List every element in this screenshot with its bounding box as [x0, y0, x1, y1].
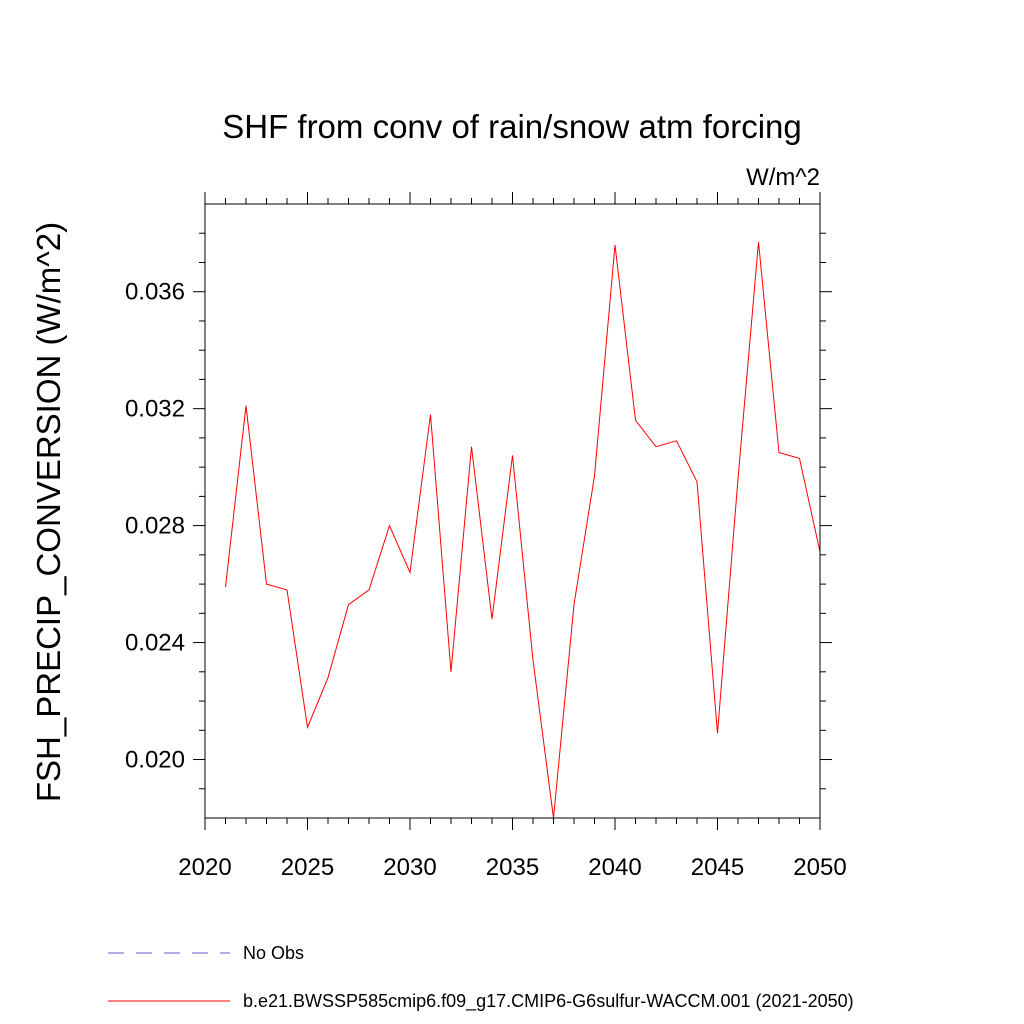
x-tick-label: 2020 — [178, 854, 231, 881]
x-tick-labels: 2020 2025 2030 2035 2040 2045 2050 — [178, 854, 846, 881]
y-tick-label: 0.020 — [125, 747, 185, 774]
units-label: W/m^2 — [746, 164, 820, 191]
series-line — [225, 241, 821, 819]
y-tick-labels: 0.020 0.024 0.028 0.032 0.036 — [125, 279, 185, 774]
x-tick-label: 2035 — [486, 854, 539, 881]
chart-title: SHF from conv of rain/snow atm forcing — [222, 108, 802, 145]
y-tick-label: 0.028 — [125, 513, 185, 540]
legend-label-model: b.e21.BWSSP585cmip6.f09_g17.CMIP6-G6sulf… — [243, 991, 854, 1012]
y-axis-label: FSH_PRECIP_CONVERSION (W/m^2) — [30, 222, 67, 802]
y-tick-label: 0.032 — [125, 396, 185, 423]
x-tick-label: 2040 — [588, 854, 641, 881]
x-tick-label: 2025 — [281, 854, 334, 881]
y-tick-label: 0.036 — [125, 279, 185, 306]
y-tick-label: 0.024 — [125, 630, 185, 657]
plot-frame — [204, 203, 821, 819]
axis-ticks — [193, 192, 832, 830]
legend: No Obs b.e21.BWSSP585cmip6.f09_g17.CMIP6… — [108, 943, 854, 1012]
legend-label-no-obs: No Obs — [243, 943, 304, 963]
x-tick-label: 2050 — [793, 854, 846, 881]
x-tick-label: 2045 — [691, 854, 744, 881]
x-tick-label: 2030 — [383, 854, 436, 881]
